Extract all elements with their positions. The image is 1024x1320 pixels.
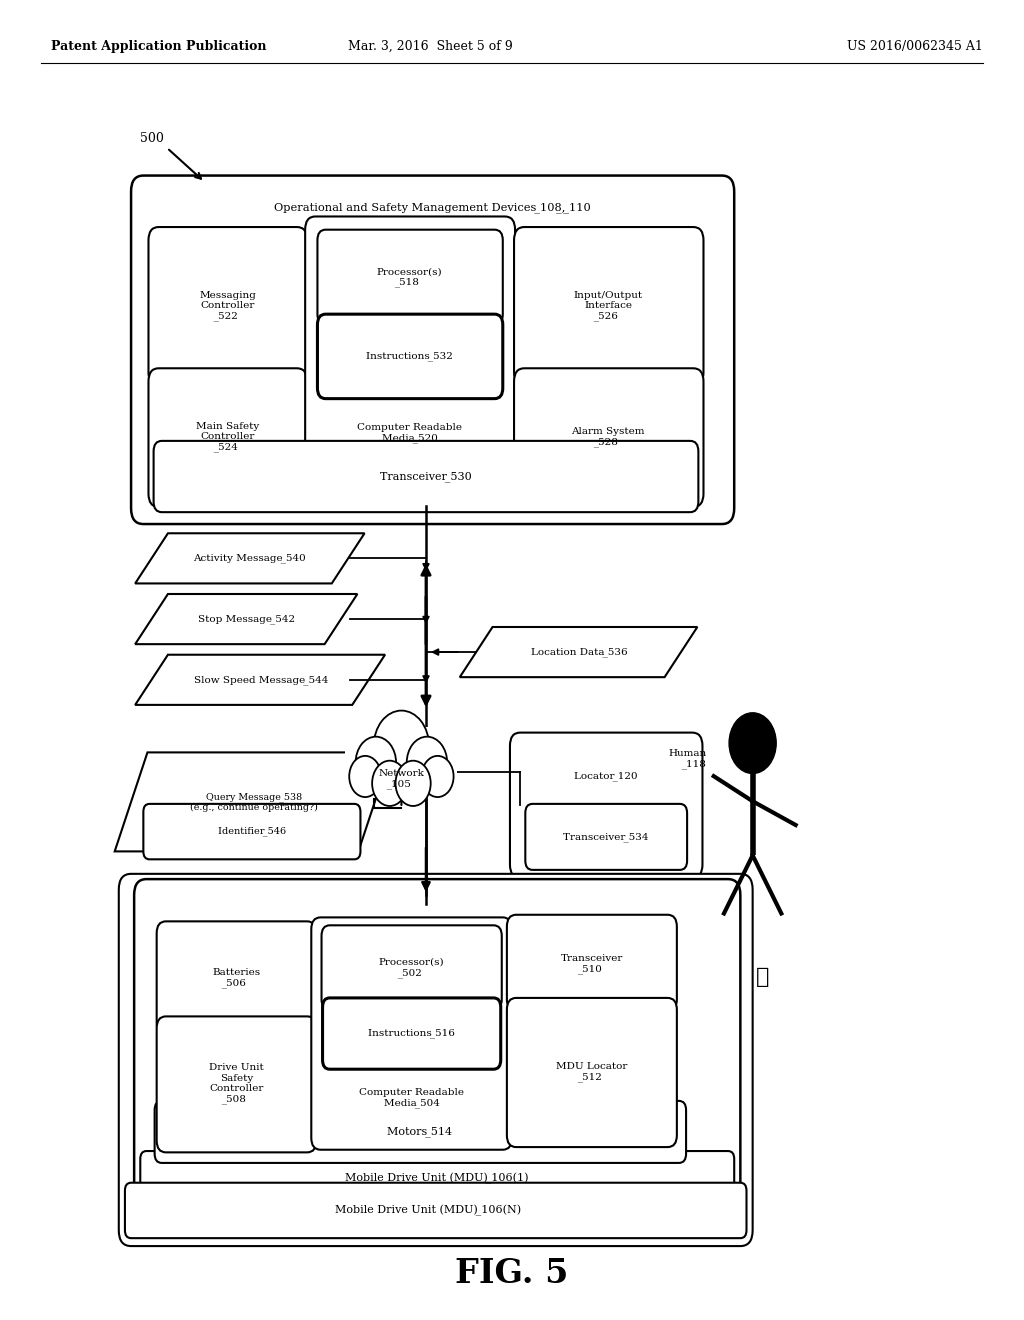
Text: Instructions ̲516: Instructions ̲516 (369, 1028, 455, 1039)
FancyBboxPatch shape (510, 733, 702, 878)
Text: Query Message ̲538
(e.g., continue operating?): Query Message ̲538 (e.g., continue opera… (190, 792, 317, 812)
Text: FIG. 5: FIG. 5 (456, 1257, 568, 1291)
Text: Drive Unit
Safety
Controller
̲508: Drive Unit Safety Controller ̲508 (209, 1064, 264, 1104)
Circle shape (355, 737, 396, 789)
Circle shape (372, 760, 408, 807)
FancyBboxPatch shape (323, 998, 501, 1069)
Text: ⋮: ⋮ (756, 966, 770, 987)
FancyBboxPatch shape (514, 368, 703, 507)
Text: Instructions ̲532: Instructions ̲532 (367, 351, 453, 362)
FancyBboxPatch shape (514, 227, 703, 385)
Text: Stop Message ̲542: Stop Message ̲542 (199, 614, 295, 624)
Text: Batteries
̲506: Batteries ̲506 (213, 968, 260, 989)
Circle shape (395, 760, 431, 807)
Text: Processor(s)
̲518: Processor(s) ̲518 (377, 267, 442, 288)
Circle shape (422, 756, 454, 797)
FancyBboxPatch shape (507, 915, 677, 1011)
Circle shape (729, 713, 776, 774)
Text: Human
̲118: Human ̲118 (669, 748, 707, 770)
Polygon shape (115, 752, 391, 851)
FancyBboxPatch shape (525, 804, 687, 870)
Circle shape (407, 737, 447, 789)
Text: Mar. 3, 2016  Sheet 5 of 9: Mar. 3, 2016 Sheet 5 of 9 (348, 40, 512, 53)
Text: Patent Application Publication: Patent Application Publication (51, 40, 266, 53)
Polygon shape (135, 655, 385, 705)
Text: Transceiver ̲530: Transceiver ̲530 (380, 471, 472, 482)
FancyBboxPatch shape (317, 230, 503, 325)
Text: Operational and Safety Management Devices ̲108̲, ̲110: Operational and Safety Management Device… (273, 202, 591, 213)
Text: Main Safety
Controller
̲524: Main Safety Controller ̲524 (197, 421, 259, 453)
Text: Mobile Drive Unit (MDU) ̲106(1): Mobile Drive Unit (MDU) ̲106(1) (345, 1173, 529, 1184)
Text: Mobile Drive Unit (MDU) ̲106(N): Mobile Drive Unit (MDU) ̲106(N) (335, 1205, 521, 1216)
FancyBboxPatch shape (140, 1151, 734, 1206)
Text: Locator ̲120: Locator ̲120 (574, 771, 638, 781)
Text: US 2016/0062345 A1: US 2016/0062345 A1 (847, 40, 983, 53)
FancyBboxPatch shape (155, 1101, 686, 1163)
FancyBboxPatch shape (125, 1183, 746, 1238)
Text: Location Data ̲536: Location Data ̲536 (531, 647, 628, 657)
FancyBboxPatch shape (311, 917, 512, 1150)
FancyBboxPatch shape (148, 368, 307, 507)
FancyBboxPatch shape (305, 216, 515, 502)
FancyBboxPatch shape (119, 874, 753, 1246)
Text: Input/Output
Interface
̲526: Input/Output Interface ̲526 (573, 290, 643, 322)
Text: Motors ̲514: Motors ̲514 (387, 1126, 453, 1137)
Polygon shape (135, 594, 357, 644)
Text: Processor(s)
̲502: Processor(s) ̲502 (379, 957, 444, 978)
Text: Computer Readable
Media ̲520: Computer Readable Media ̲520 (357, 422, 462, 444)
FancyBboxPatch shape (134, 879, 740, 1214)
Text: Alarm System
̲528: Alarm System ̲528 (571, 426, 645, 447)
FancyBboxPatch shape (143, 804, 360, 859)
Text: Transceiver
̲510: Transceiver ̲510 (561, 953, 623, 974)
Polygon shape (460, 627, 697, 677)
FancyBboxPatch shape (317, 314, 503, 399)
Text: Identifier ̲546: Identifier ̲546 (218, 826, 286, 837)
FancyBboxPatch shape (154, 441, 698, 512)
Text: Activity Message ̲540: Activity Message ̲540 (194, 553, 306, 564)
Circle shape (349, 756, 381, 797)
FancyBboxPatch shape (148, 227, 307, 385)
Text: Network
̲105: Network ̲105 (379, 768, 424, 789)
Text: Messaging
Controller
̲522: Messaging Controller ̲522 (200, 290, 256, 322)
Circle shape (374, 710, 429, 781)
Polygon shape (345, 727, 458, 792)
Text: MDU Locator
̲512: MDU Locator ̲512 (556, 1061, 628, 1082)
FancyBboxPatch shape (322, 925, 502, 1010)
FancyBboxPatch shape (507, 998, 677, 1147)
Text: Computer Readable
Media ̲504: Computer Readable Media ̲504 (359, 1088, 464, 1109)
Text: Transceiver ̲534: Transceiver ̲534 (563, 832, 649, 842)
Text: Slow Speed Message ̲544: Slow Speed Message ̲544 (194, 675, 329, 685)
FancyBboxPatch shape (157, 1016, 316, 1152)
Text: 500: 500 (139, 132, 164, 145)
FancyBboxPatch shape (131, 176, 734, 524)
Polygon shape (135, 533, 365, 583)
FancyBboxPatch shape (157, 921, 316, 1035)
